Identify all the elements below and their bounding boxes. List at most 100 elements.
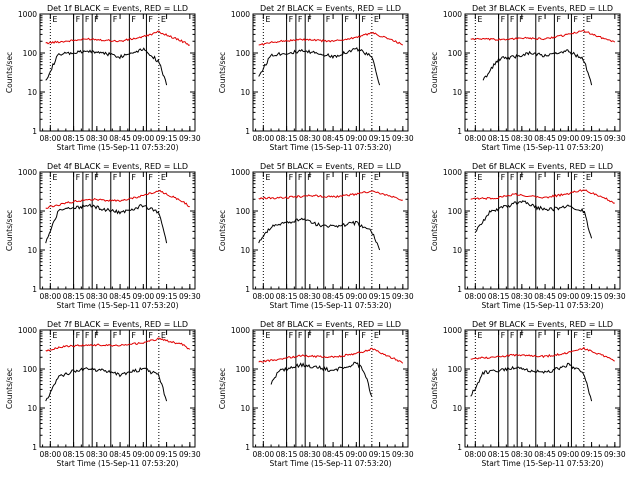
flag-label: F [307, 173, 312, 182]
flag-label: F [361, 331, 366, 340]
plot-frame [464, 171, 621, 290]
y-tick-label: 10 [452, 246, 462, 255]
flag-label: F [85, 15, 90, 24]
y-tick-label: 100 [23, 365, 38, 374]
flag-label: F [326, 331, 331, 340]
x-tick-label: 09:00 [133, 292, 155, 301]
x-tick-label: 09:30 [604, 450, 626, 459]
lld-series-line [470, 30, 616, 43]
y-axis-label: Counts/sec [430, 210, 439, 251]
chart-panel-4: Det 4f BLACK = Events, RED = LLD 1 10 100 10… [5, 162, 201, 310]
y-tick-label: 10 [240, 88, 250, 97]
x-tick-label: 08:00 [253, 292, 275, 301]
chart-panel-2: Det 2f BLACK = Events, RED = LLD 1 10 100 10… [218, 4, 414, 152]
x-tick-label: 08:45 [534, 134, 556, 143]
x-tick-label: 08:15 [63, 134, 85, 143]
events-series-line [45, 203, 168, 244]
y-tick-label: 1000 [231, 326, 250, 335]
flag-label: E [161, 15, 166, 24]
x-axis-label: Start Time (15-Sep-11 07:53:20) [482, 301, 604, 310]
x-tick-label: 09:15 [581, 292, 603, 301]
y-tick-label: 100 [23, 49, 38, 58]
x-tick-label: 08:15 [63, 292, 85, 301]
x-tick-label: 09:30 [179, 134, 201, 143]
flag-label: F [131, 173, 136, 182]
flag-label: F [94, 15, 99, 24]
flag-label: F [76, 331, 81, 340]
lld-series-line [258, 190, 403, 201]
flag-label: F [326, 173, 331, 182]
x-tick-label: 08:30 [86, 292, 108, 301]
x-tick-label: 09:15 [369, 450, 391, 459]
flag-label: F [289, 173, 294, 182]
plot-frame [464, 13, 621, 132]
y-tick-label: 10 [27, 246, 37, 255]
x-tick-label: 09:00 [346, 292, 368, 301]
flag-label: F [289, 15, 294, 24]
flag-label: F [519, 331, 524, 340]
y-tick-label: 1000 [443, 326, 462, 335]
flag-label: F [298, 331, 303, 340]
flag-label: F [510, 173, 515, 182]
x-axis-label: Start Time (15-Sep-11 07:53:20) [57, 143, 179, 152]
x-tick-label: 09:00 [346, 450, 368, 459]
x-tick-label: 08:45 [109, 134, 131, 143]
y-tick-label: 100 [236, 365, 251, 374]
x-tick-label: 08:30 [511, 450, 533, 459]
x-tick-label: 08:15 [276, 450, 298, 459]
y-tick-label: 100 [236, 207, 251, 216]
flag-label: F [573, 15, 578, 24]
flag-label: F [113, 15, 118, 24]
flag-label: E [586, 331, 591, 340]
events-series-line [258, 217, 381, 251]
flag-label: E [265, 331, 270, 340]
flag-label: F [307, 331, 312, 340]
plot-frame [39, 13, 196, 132]
x-tick-label: 08:00 [40, 134, 62, 143]
x-tick-label: 08:45 [322, 134, 344, 143]
flag-label: F [148, 15, 153, 24]
y-tick-label: 1 [32, 443, 37, 452]
chart-title: Det 1f BLACK = Events, RED = LLD [47, 4, 188, 13]
flag-label: E [52, 331, 57, 340]
lld-series-line [45, 189, 190, 210]
y-axis-label: Counts/sec [430, 52, 439, 93]
flag-label: E [52, 173, 57, 182]
flag-label: E [374, 15, 379, 24]
y-tick-label: 100 [448, 49, 463, 58]
flag-label: E [477, 331, 482, 340]
flag-label: F [501, 173, 506, 182]
events-series-line [45, 47, 168, 86]
chart-panel-7: Det 7f BLACK = Events, RED = LLD 1 10 100 10… [5, 320, 201, 468]
flag-label: E [586, 173, 591, 182]
flag-label: F [76, 15, 81, 24]
flag-label: F [556, 15, 561, 24]
x-axis-label: Start Time (15-Sep-11 07:53:20) [57, 301, 179, 310]
flag-label: F [131, 331, 136, 340]
chart-panel-8: Det 8f BLACK = Events, RED = LLD 1 10 100 10… [218, 320, 414, 468]
y-tick-label: 1 [457, 127, 462, 136]
flag-label: F [501, 331, 506, 340]
chart-title: Det 6f BLACK = Events, RED = LLD [472, 162, 613, 171]
x-tick-label: 09:30 [179, 292, 201, 301]
flag-label: F [519, 173, 524, 182]
x-tick-label: 09:15 [156, 134, 178, 143]
y-tick-label: 1000 [231, 10, 250, 19]
y-tick-label: 10 [240, 246, 250, 255]
y-axis-label: Counts/sec [218, 52, 227, 93]
x-tick-label: 09:00 [558, 134, 580, 143]
y-tick-label: 1000 [18, 10, 37, 19]
y-tick-label: 1 [245, 285, 250, 294]
plot-frame [39, 171, 196, 290]
x-tick-label: 09:15 [156, 450, 178, 459]
y-tick-label: 1000 [231, 168, 250, 177]
flag-label: F [148, 173, 153, 182]
y-tick-label: 1000 [443, 10, 462, 19]
y-axis-label: Counts/sec [5, 210, 14, 251]
x-tick-label: 09:30 [604, 134, 626, 143]
flag-label: F [344, 331, 349, 340]
x-tick-label: 09:30 [179, 450, 201, 459]
chart-title: Det 4f BLACK = Events, RED = LLD [47, 162, 188, 171]
flag-label: F [307, 15, 312, 24]
plot-frame [39, 329, 196, 448]
